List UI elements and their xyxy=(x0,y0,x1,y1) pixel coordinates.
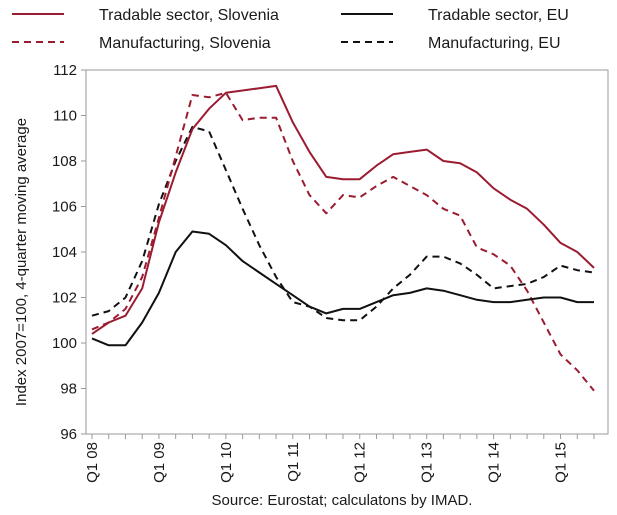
x-axis-ticks: Q1 08 Q1 09 Q1 10 Q1 11 Q1 12 Q1 13 Q1 14 Q1 15 xyxy=(84,434,595,483)
y-axis-ticks: 96 98 100 102 104 106 108 110 112 xyxy=(52,62,86,443)
x-tick-label: Q1 10 xyxy=(218,442,235,483)
x-tick-label: Q1 15 xyxy=(553,442,570,483)
y-tick-label: 112 xyxy=(53,62,77,79)
y-tick-label: 102 xyxy=(52,290,77,307)
plot-frame xyxy=(85,69,609,435)
legend-label: Manufacturing, Slovenia xyxy=(99,35,271,52)
y-tick-label: 108 xyxy=(52,153,77,170)
y-tick-label: 98 xyxy=(60,381,77,398)
x-tick-label: Q1 12 xyxy=(352,442,369,483)
y-axis-title: Index 2007=100, 4-quarter moving average xyxy=(13,118,30,406)
x-tick-label: Q1 08 xyxy=(84,442,101,483)
x-tick-label: Q1 13 xyxy=(419,442,436,483)
series-line-3 xyxy=(91,125,595,322)
x-tick-label: Q1 09 xyxy=(151,442,168,483)
legend-label: Manufacturing, EU xyxy=(428,35,561,52)
x-tick-label: Q1 14 xyxy=(486,442,503,483)
legend-label: Tradable sector, EU xyxy=(428,7,569,24)
series-line-0 xyxy=(91,84,595,335)
y-tick-label: 110 xyxy=(53,108,77,125)
legend: Tradable sector, Slovenia Tradable sector… xyxy=(12,7,569,52)
x-tick-label: Q1 11 xyxy=(285,442,302,482)
series-line-1 xyxy=(91,230,594,347)
y-tick-label: 100 xyxy=(52,335,77,352)
source-note: Source: Eurostat; calculatons by IMAD. xyxy=(212,492,473,509)
legend-label: Tradable sector, Slovenia xyxy=(99,7,279,24)
y-tick-label: 106 xyxy=(52,199,77,216)
plot-lines xyxy=(91,84,595,392)
y-tick-label: 96 xyxy=(60,426,77,443)
y-tick-label: 104 xyxy=(52,244,77,261)
series-line-2 xyxy=(91,91,595,392)
